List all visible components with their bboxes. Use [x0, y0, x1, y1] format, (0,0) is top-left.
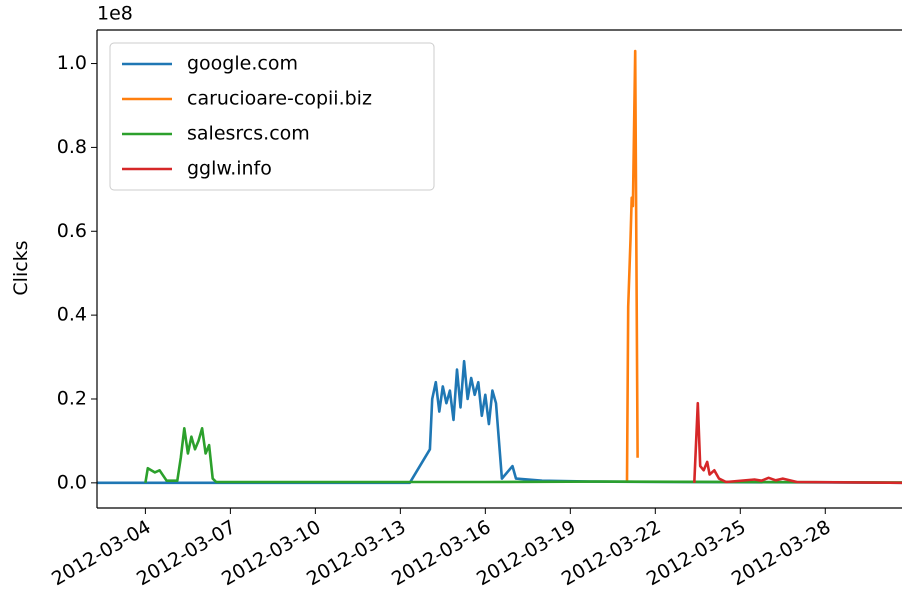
legend-label: salesrcs.com [187, 123, 310, 145]
legend-label: google.com [187, 53, 298, 75]
y-tick-label: 0.4 [57, 304, 87, 326]
y-tick-label: 0.2 [57, 387, 87, 409]
legend-label: carucioare-copii.biz [187, 88, 372, 110]
y-axis-label: Clicks [10, 240, 32, 295]
line-series [97, 359, 902, 485]
plot-area [97, 49, 902, 485]
legend-box [109, 42, 435, 191]
line-series [625, 49, 639, 481]
line-series [693, 401, 902, 485]
y-tick-label: 0.0 [57, 471, 87, 493]
line-series [144, 427, 902, 484]
y-tick-label: 0.6 [57, 220, 87, 242]
legend: google.com carucioare-copii.biz salesrcs.c… [109, 42, 435, 191]
y-tick-label: 0.8 [57, 136, 87, 158]
legend-label: gglw.info [187, 158, 272, 180]
y-offset-label: 1e8 [97, 3, 133, 25]
y-tick-label: 1.0 [57, 52, 87, 74]
